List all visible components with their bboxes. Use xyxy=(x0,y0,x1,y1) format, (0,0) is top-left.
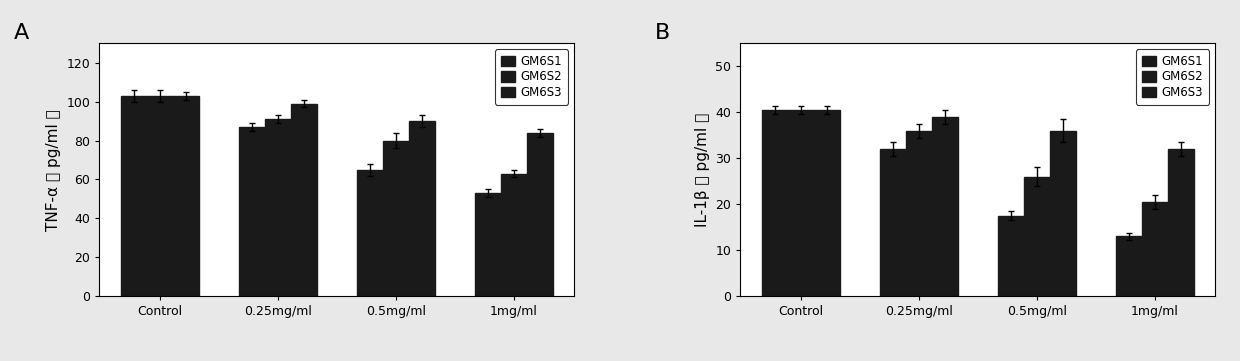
Bar xyxy=(880,149,905,296)
Y-axis label: TNF-α （ pg/ml ）: TNF-α （ pg/ml ） xyxy=(46,109,61,231)
Legend: GM6S1, GM6S2, GM6S3: GM6S1, GM6S2, GM6S3 xyxy=(495,49,568,105)
Text: B: B xyxy=(655,23,670,43)
Bar xyxy=(813,110,839,296)
Text: A: A xyxy=(14,23,29,43)
Bar xyxy=(1168,149,1194,296)
Bar xyxy=(172,96,198,296)
Y-axis label: IL-1β （ pg/ml ）: IL-1β （ pg/ml ） xyxy=(694,113,709,227)
Bar xyxy=(1142,202,1168,296)
Bar xyxy=(120,96,146,296)
Bar xyxy=(1116,236,1142,296)
Bar xyxy=(409,121,434,296)
Bar xyxy=(501,174,527,296)
Bar xyxy=(761,110,787,296)
Legend: GM6S1, GM6S2, GM6S3: GM6S1, GM6S2, GM6S3 xyxy=(1136,49,1209,105)
Bar xyxy=(1024,177,1050,296)
Bar xyxy=(290,104,316,296)
Bar xyxy=(527,133,553,296)
Bar xyxy=(239,127,264,296)
Bar xyxy=(998,216,1024,296)
Bar xyxy=(931,117,957,296)
Bar xyxy=(905,131,931,296)
Bar xyxy=(1050,131,1075,296)
Bar xyxy=(146,96,172,296)
Bar xyxy=(357,170,383,296)
Bar xyxy=(264,119,290,296)
Bar xyxy=(787,110,813,296)
Bar xyxy=(475,193,501,296)
Bar xyxy=(383,140,409,296)
